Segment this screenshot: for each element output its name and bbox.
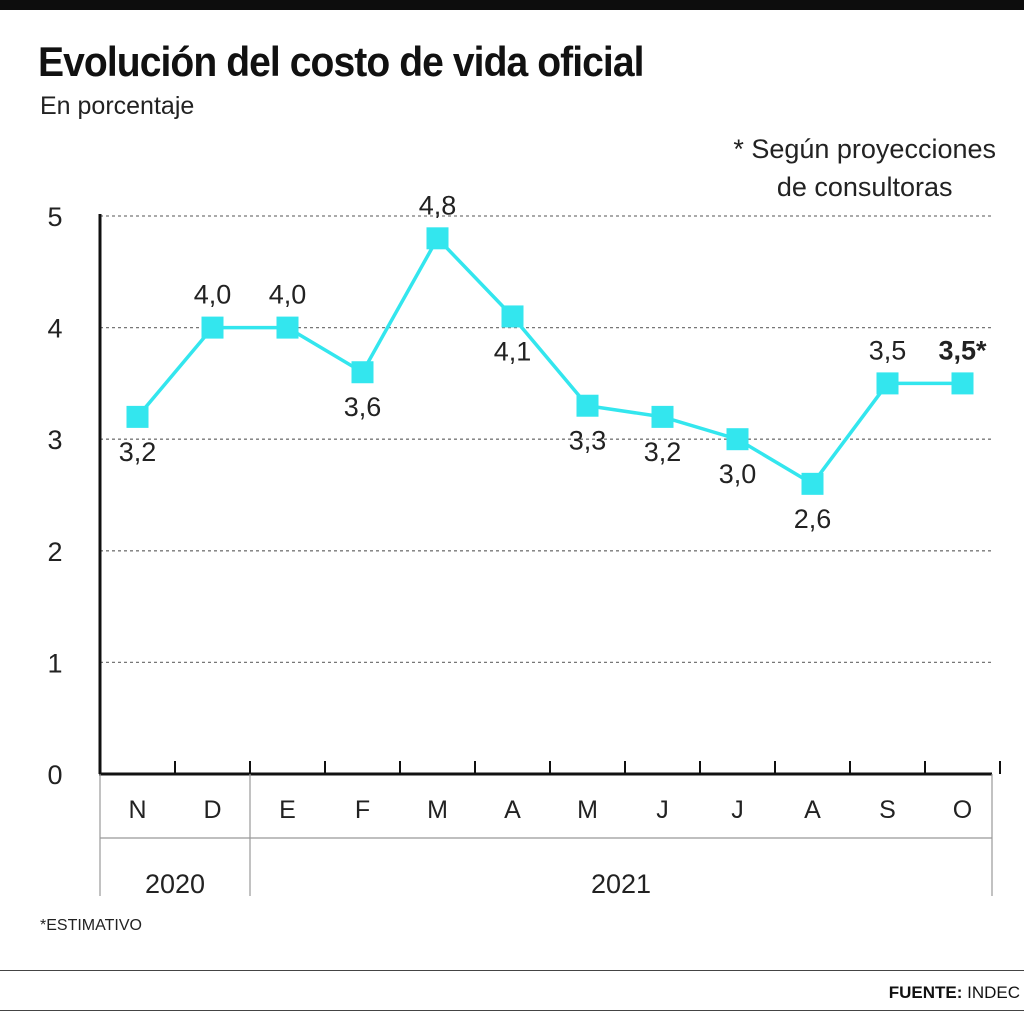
data-point (276, 316, 299, 339)
x-category-label: A (504, 796, 521, 824)
source-value: INDEC (967, 983, 1020, 1002)
data-point (351, 361, 374, 384)
data-label: 3,0 (719, 459, 757, 489)
y-tick-label: 0 (47, 760, 62, 790)
x-category-label: F (355, 796, 370, 824)
data-label: 3,6 (344, 392, 382, 422)
x-category-label: E (279, 796, 296, 824)
data-point (201, 316, 224, 339)
data-label: 2,6 (794, 504, 832, 534)
x-category-label: S (879, 796, 896, 824)
data-label: 3,5 (869, 335, 907, 365)
data-point (426, 227, 449, 250)
estimate-footnote: *ESTIMATIVO (40, 917, 142, 934)
y-tick-label: 2 (47, 537, 62, 567)
chart-subtitle: En porcentaje (40, 92, 195, 120)
data-label: 3,2 (644, 437, 682, 467)
projection-note-text: * Según proyecciones de consultoras (733, 134, 996, 202)
data-label: 4,0 (194, 280, 232, 310)
series-line (136, 235, 963, 487)
data-label: 3,5* (938, 335, 987, 365)
x-category-label: D (203, 796, 221, 824)
y-tick-label: 5 (47, 202, 62, 232)
footer-divider (0, 970, 1024, 971)
data-point (951, 372, 974, 395)
data-point (126, 405, 149, 428)
data-label: 3,3 (569, 426, 607, 456)
source-credit: FUENTE: INDEC (889, 983, 1020, 1003)
x-category-label: A (804, 796, 821, 824)
top-bar (0, 0, 1024, 10)
x-category-label: M (577, 796, 598, 824)
data-label: 4,1 (494, 336, 532, 366)
x-category-label: J (731, 796, 744, 824)
line-chart: 0 1 2 3 4 5 N D E F M A M J J A S O 2020 2021 3,2 4,0 4,0 3,6 4,… (47, 190, 1001, 899)
data-point (876, 372, 899, 395)
data-label: 3,2 (119, 437, 157, 467)
projection-note: * Según proyecciones de consultoras (656, 130, 996, 206)
data-label: 4,0 (269, 280, 307, 310)
chart-title: Evolución del costo de vida oficial (38, 38, 645, 85)
data-point (651, 405, 674, 428)
x-category-label: O (953, 796, 972, 824)
year-label: 2021 (591, 869, 651, 899)
x-category-label: J (656, 796, 669, 824)
source-label: FUENTE: (888, 983, 963, 1002)
y-tick-label: 1 (47, 648, 62, 678)
data-point (801, 472, 824, 495)
data-point (501, 305, 524, 328)
y-tick-label: 4 (47, 314, 62, 344)
data-label: 4,8 (419, 190, 457, 220)
data-point (726, 428, 749, 451)
year-label: 2020 (145, 869, 205, 899)
y-tick-label: 3 (47, 425, 62, 455)
data-point (576, 394, 599, 417)
x-category-label: N (128, 796, 146, 824)
x-category-label: M (427, 796, 448, 824)
footer-bottom-rule (0, 1010, 1024, 1011)
